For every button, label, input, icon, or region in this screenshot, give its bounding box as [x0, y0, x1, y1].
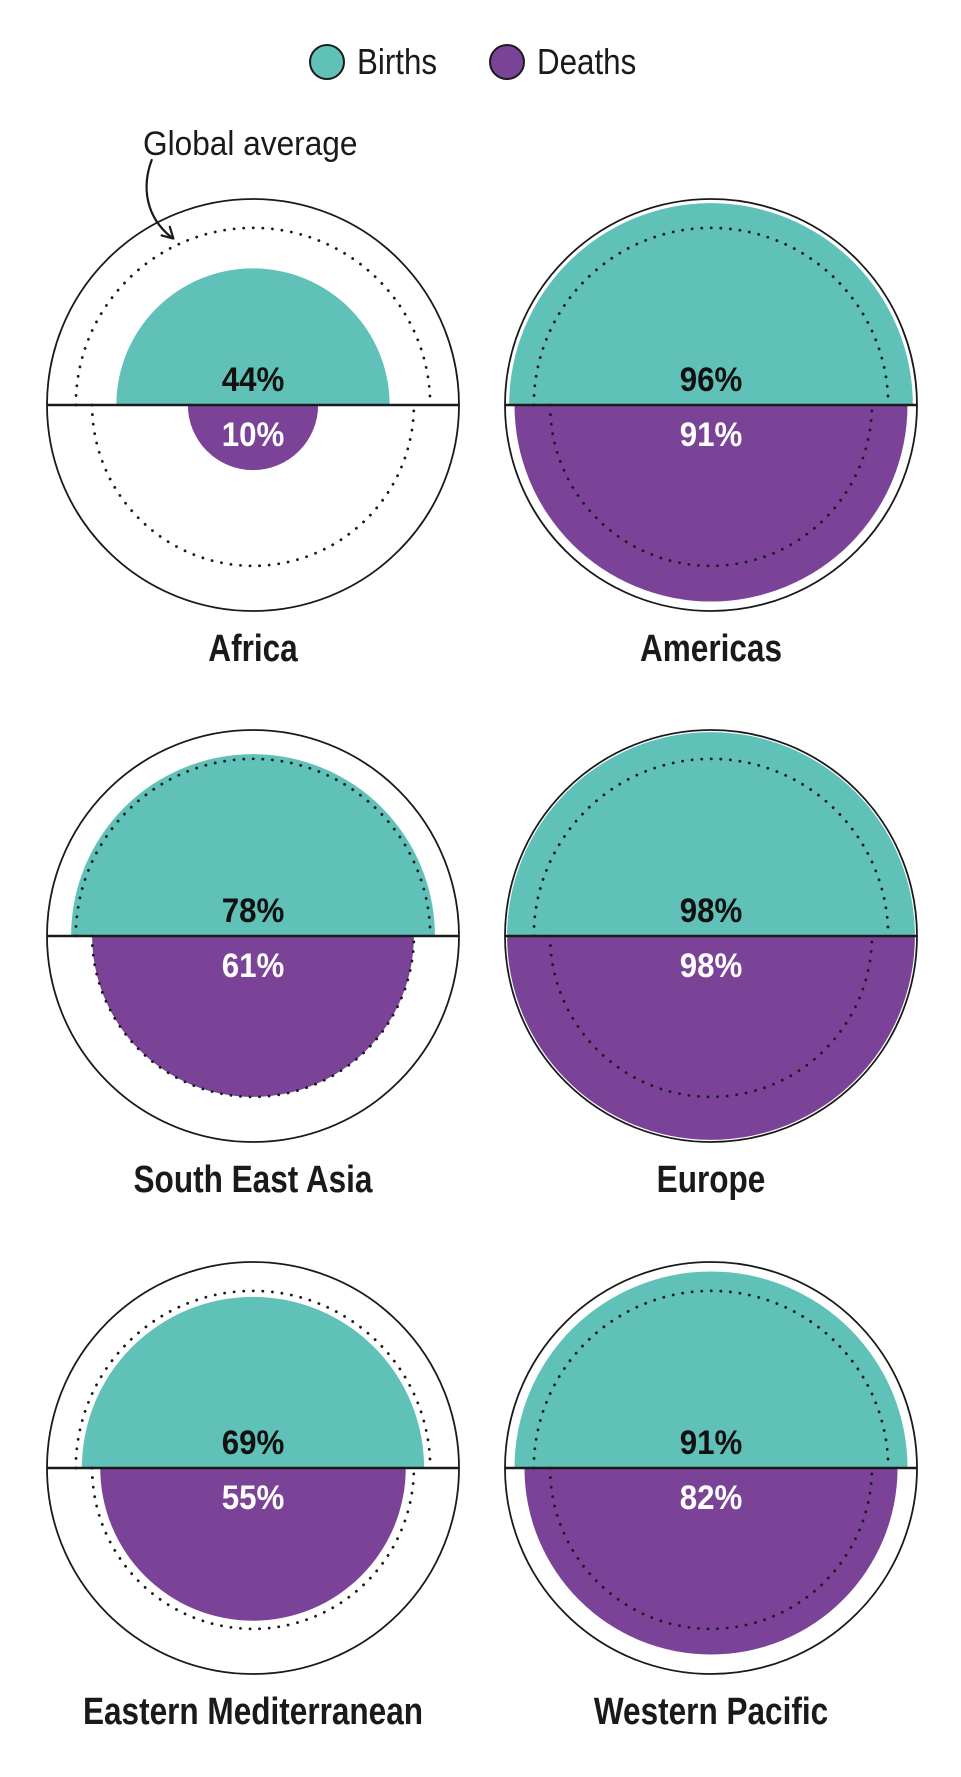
global-average-births-arc-americas [532, 226, 890, 407]
births-semicircle-europe [507, 732, 915, 936]
births-value-label-eastern-mediterranean: 69% [221, 1422, 284, 1461]
region-label-europe: Europe [656, 1159, 766, 1201]
region-label-africa: Africa [207, 628, 298, 670]
deaths-value-label-south-east-asia: 61% [221, 946, 284, 985]
deaths-value-label-europe: 98% [680, 946, 743, 985]
deaths-semicircle-western-pacific [524, 1467, 898, 1655]
global-average-arrow-icon [145, 158, 175, 240]
births-value-label-western-pacific: 91% [680, 1422, 743, 1461]
chart-americas: 96%91% [504, 198, 918, 612]
global-average-deaths-arc-europe [548, 934, 874, 1099]
births-value-label-africa: 44% [221, 360, 284, 399]
deaths-semicircle-eastern-mediterranean [99, 1467, 406, 1621]
region-label-south-east-asia: South East Asia [133, 1159, 372, 1201]
chart-europe: 98%98% [504, 729, 918, 1143]
legend-item-deaths: Deaths [489, 41, 651, 82]
deaths-legend-marker-icon [489, 44, 526, 80]
deaths-semicircle-europe [507, 936, 915, 1140]
global-average-births-arc-europe [532, 757, 890, 938]
region-label-western-pacific: Western Pacific [593, 1690, 829, 1733]
births-semicircle-americas [509, 203, 913, 405]
deaths-value-label-western-pacific: 82% [680, 1477, 743, 1516]
chart-south-east-asia: 78%61% [45, 729, 460, 1143]
deaths-semicircle-south-east-asia [91, 936, 414, 1097]
chart-eastern-mediterranean: 69%55% [45, 1260, 460, 1675]
deaths-value-label-africa: 10% [221, 415, 284, 454]
global-average-deaths-arc-eastern-mediterranean [90, 1466, 415, 1630]
births-semicircle-south-east-asia [70, 754, 435, 936]
births-semicircle-africa [115, 268, 390, 405]
deaths-legend-label: Deaths [537, 41, 637, 82]
global-average-deaths-arc-americas [548, 403, 874, 568]
legend: Births Deaths [0, 41, 961, 82]
deaths-semicircle-americas [514, 405, 908, 602]
region-label-americas: Americas [639, 628, 783, 670]
births-legend-marker-icon [309, 44, 346, 80]
global-average-births-arc-south-east-asia [73, 757, 432, 938]
global-average-births-arc-africa [73, 226, 432, 407]
chart-western-pacific: 91%82% [504, 1260, 918, 1675]
global-average-deaths-arc-western-pacific [548, 1466, 874, 1630]
births-semicircle-eastern-mediterranean [81, 1296, 424, 1468]
global-average-annotation: Global average [143, 125, 358, 163]
births-value-label-americas: 96% [680, 360, 743, 399]
global-average-deaths-arc-south-east-asia [90, 934, 415, 1099]
global-average-deaths-arc-africa [90, 403, 415, 568]
deaths-value-label-eastern-mediterranean: 55% [221, 1477, 284, 1516]
global-average-births-arc-eastern-mediterranean [73, 1289, 432, 1469]
global-average-births-arc-western-pacific [532, 1289, 890, 1469]
births-value-label-south-east-asia: 78% [221, 891, 284, 930]
births-legend-label: Births [357, 41, 438, 82]
births-value-label-europe: 98% [680, 891, 743, 930]
region-label-eastern-mediterranean: Eastern Mediterranean [82, 1690, 423, 1733]
deaths-value-label-americas: 91% [680, 415, 743, 454]
chart-africa: 44%10% [45, 198, 460, 612]
deaths-semicircle-africa [187, 405, 318, 471]
legend-item-births: Births [309, 41, 449, 82]
